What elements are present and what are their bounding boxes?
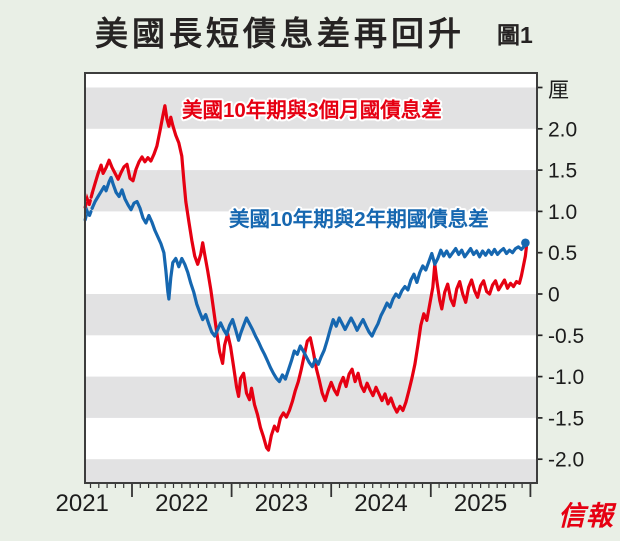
axes: 2.0 1.5 1.0 0.5 0 -0.5 -1.0 -1.5 -2.0 2021 2022 202… (56, 86, 584, 517)
y-tick-label: 0 (548, 284, 560, 307)
x-year-label: 2021 (56, 490, 109, 517)
series-end-dot-1 (521, 238, 530, 248)
y-tick-label: 2.0 (548, 118, 577, 141)
series-label-10y-3m: 美國10年期與3個月國債息差 (182, 98, 442, 122)
x-year-label: 2022 (155, 490, 208, 517)
plot-background (85, 73, 537, 483)
series-line-0 (90, 104, 528, 452)
plot-border (84, 72, 538, 484)
x-year-label: 2023 (255, 490, 308, 517)
y-tick-label: -0.5 (548, 325, 584, 348)
y-tick-label: -2.0 (548, 449, 584, 472)
series-line-1 (90, 175, 527, 384)
y-tick-label: 1.5 (548, 160, 577, 183)
y-tick-label: -1.5 (548, 407, 584, 430)
x-year-label: 2024 (354, 490, 407, 517)
series-line-head-1 (83, 206, 94, 222)
figure-number-label: 圖1 (497, 22, 533, 48)
series-label-10y-2y: 美國10年期與2年期國債息差 (229, 207, 489, 231)
y-tick-label: 1.0 (548, 201, 577, 224)
gray-band (85, 376, 537, 418)
gray-band (85, 170, 537, 212)
x-year-label: 2025 (454, 490, 507, 517)
y-axis-unit-label: 厘 (548, 79, 569, 102)
y-tick-label: 0.5 (548, 242, 577, 265)
publisher-logo: 信報 (558, 501, 617, 532)
gray-band (85, 294, 537, 336)
y-tick-label: -1.0 (548, 366, 584, 389)
chart-title: 美國長短債息差再回升 (95, 15, 465, 52)
plot-area-bands (85, 73, 537, 483)
gray-band (85, 459, 537, 483)
series-line-head-0 (83, 191, 94, 211)
series-lines (83, 104, 530, 452)
